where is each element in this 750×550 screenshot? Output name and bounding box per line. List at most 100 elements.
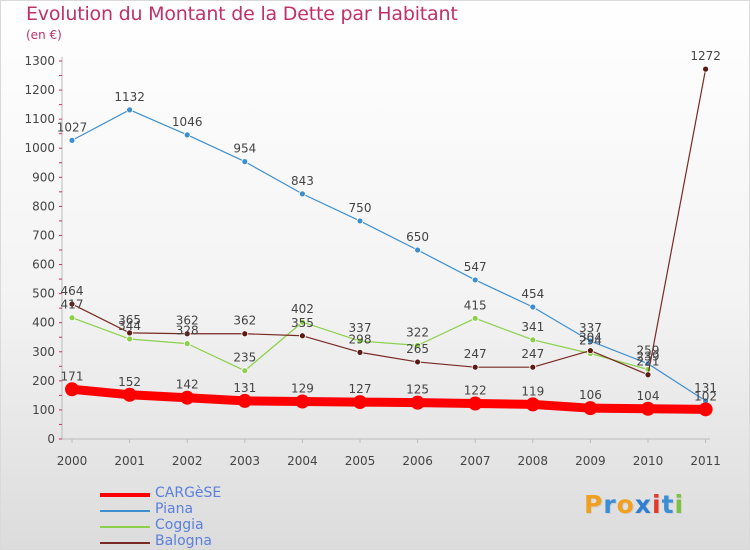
point-labels: 171 152 142 131 129 127 125 122 119 106 104 102 1027… <box>57 49 721 403</box>
data-point <box>68 136 76 144</box>
x-tick-label: 2002 <box>172 454 203 468</box>
data-point <box>468 396 483 411</box>
data-point <box>295 394 310 409</box>
data-label: 102 <box>694 389 717 403</box>
data-label: 362 <box>176 314 199 328</box>
data-label: 131 <box>694 381 717 395</box>
series-line <box>71 109 706 402</box>
legend-swatch <box>100 526 150 528</box>
y-tick-label: 0 <box>47 432 55 446</box>
data-label: 247 <box>464 347 487 361</box>
y-tick-label: 1300 <box>24 54 55 68</box>
data-point <box>241 158 249 166</box>
data-label: 119 <box>521 384 544 398</box>
data-point <box>529 363 537 371</box>
data-point <box>241 367 249 375</box>
data-point <box>65 382 79 397</box>
y-tick-label: 400 <box>32 316 55 330</box>
data-point <box>356 348 364 356</box>
legend: CARGèSE Piana Coggia Balogna <box>100 485 300 550</box>
x-tick-label: 2001 <box>114 454 145 468</box>
data-point <box>237 393 252 408</box>
data-point <box>68 314 76 322</box>
legend-item-piana: Piana <box>100 501 300 518</box>
data-point <box>587 347 594 355</box>
data-point <box>183 330 191 338</box>
data-label: 152 <box>118 375 141 389</box>
data-label: 129 <box>291 381 314 395</box>
data-label: 344 <box>118 319 141 333</box>
data-point <box>298 332 306 340</box>
y-tick-label: 600 <box>32 258 55 272</box>
data-point <box>644 371 652 379</box>
logo-letter: i <box>652 490 662 519</box>
axes: 0 100 200 300 400 500 600 700 800 900 1000 1100 1200… <box>24 54 720 468</box>
data-point <box>525 397 540 412</box>
data-point <box>529 303 537 311</box>
data-point <box>702 65 709 73</box>
data-label: 355 <box>291 316 314 330</box>
data-point <box>356 337 364 345</box>
data-point <box>180 390 195 405</box>
data-point <box>414 341 422 349</box>
data-label: 1046 <box>172 115 203 129</box>
x-tick-label: 2000 <box>57 454 88 468</box>
data-point <box>698 402 713 417</box>
data-point <box>298 318 306 326</box>
logo-letter: t <box>661 490 675 519</box>
data-label: 298 <box>349 332 372 346</box>
y-tick-label: 100 <box>32 403 55 417</box>
data-label: 106 <box>579 388 602 402</box>
data-label: 341 <box>521 320 544 334</box>
data-point <box>126 329 134 337</box>
data-label: 547 <box>464 260 487 274</box>
y-tick-label: 900 <box>32 170 55 184</box>
data-label: 464 <box>61 284 84 298</box>
data-point <box>471 314 479 322</box>
data-label: 1132 <box>114 90 145 104</box>
logo-letter: x <box>634 490 652 519</box>
legend-swatch <box>100 493 150 497</box>
y-tick-label: 800 <box>32 199 55 213</box>
logo-letter: P <box>584 490 604 519</box>
x-tick-label: 2009 <box>575 454 606 468</box>
data-label: 265 <box>406 342 429 356</box>
logo-letter: o <box>616 490 635 519</box>
legend-label: Balogna <box>155 533 212 549</box>
data-label: 415 <box>464 298 487 312</box>
series-balogna <box>68 65 709 379</box>
legend-swatch <box>100 542 150 544</box>
data-label: 402 <box>291 302 314 316</box>
data-label: 1027 <box>57 120 88 134</box>
data-point <box>471 276 479 284</box>
data-label: 294 <box>579 334 602 348</box>
data-point <box>126 106 134 114</box>
legend-label: CARGèSE <box>155 485 222 501</box>
x-tick-label: 2006 <box>402 454 433 468</box>
data-label: 127 <box>349 382 372 396</box>
x-tick-label: 2011 <box>690 454 721 468</box>
data-label: 650 <box>406 230 429 244</box>
series-cargèse <box>65 382 713 417</box>
data-label: 337 <box>349 321 372 335</box>
x-tick-label: 2005 <box>345 454 376 468</box>
y-tick-label: 1000 <box>24 141 55 155</box>
data-label: 171 <box>61 369 84 383</box>
data-label: 259 <box>637 344 660 358</box>
legend-swatch <box>100 510 150 512</box>
data-label: 142 <box>176 378 199 392</box>
y-tick-label: 200 <box>32 374 55 388</box>
data-label: 247 <box>521 347 544 361</box>
data-label: 365 <box>118 313 141 327</box>
y-unit-label: (en €) <box>26 28 62 42</box>
data-label: 304 <box>579 331 602 345</box>
x-tick-label: 2008 <box>518 454 549 468</box>
legend-label: Piana <box>155 501 194 517</box>
x-tick-label: 2007 <box>460 454 491 468</box>
data-point <box>587 337 594 345</box>
series-line <box>71 69 707 376</box>
data-point <box>298 190 306 198</box>
data-point <box>641 401 655 416</box>
